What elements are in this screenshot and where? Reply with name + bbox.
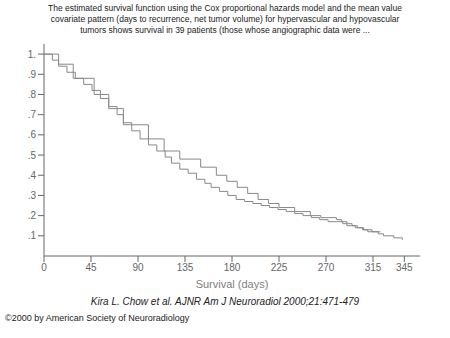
svg-text:Survival (days): Survival (days): [196, 278, 269, 290]
html-text:covariate pattern (days to rec: covariate pattern (days to recurrence, n…: [50, 14, 400, 24]
svg-text:135: 135: [177, 262, 194, 273]
svg-text:345: 345: [396, 262, 413, 273]
svg-text:.4: .4: [28, 170, 37, 181]
svg-text:.2: .2: [28, 210, 37, 221]
svg-text:.1: .1: [28, 230, 37, 241]
html-text:Kira L. Chow et al. AJNR Am J: Kira L. Chow et al. AJNR Am J Neuroradio…: [90, 296, 360, 307]
svg-text:1.: 1.: [28, 49, 36, 60]
svg-text:.8: .8: [28, 89, 37, 100]
svg-text:180: 180: [224, 262, 241, 273]
svg-text:.9: .9: [28, 69, 37, 80]
svg-text:.6: .6: [28, 129, 37, 140]
svg-text:.3: .3: [28, 190, 37, 201]
html-text:©2000 by American Society of N: ©2000 by American Society of Neuroradiol…: [5, 313, 190, 323]
svg-text:225: 225: [271, 262, 288, 273]
svg-text:315: 315: [365, 262, 382, 273]
svg-text:.5: .5: [28, 150, 37, 161]
html-text:The estimated survival functio: The estimated survival function using th…: [48, 3, 402, 13]
svg-text:270: 270: [318, 262, 335, 273]
svg-text:90: 90: [132, 262, 144, 273]
svg-text:45: 45: [85, 262, 97, 273]
html-text:tumors shows survival in 39 pa: tumors shows survival in 39 patients (th…: [80, 25, 370, 35]
svg-text:0: 0: [41, 262, 47, 273]
svg-text:.7: .7: [28, 109, 37, 120]
